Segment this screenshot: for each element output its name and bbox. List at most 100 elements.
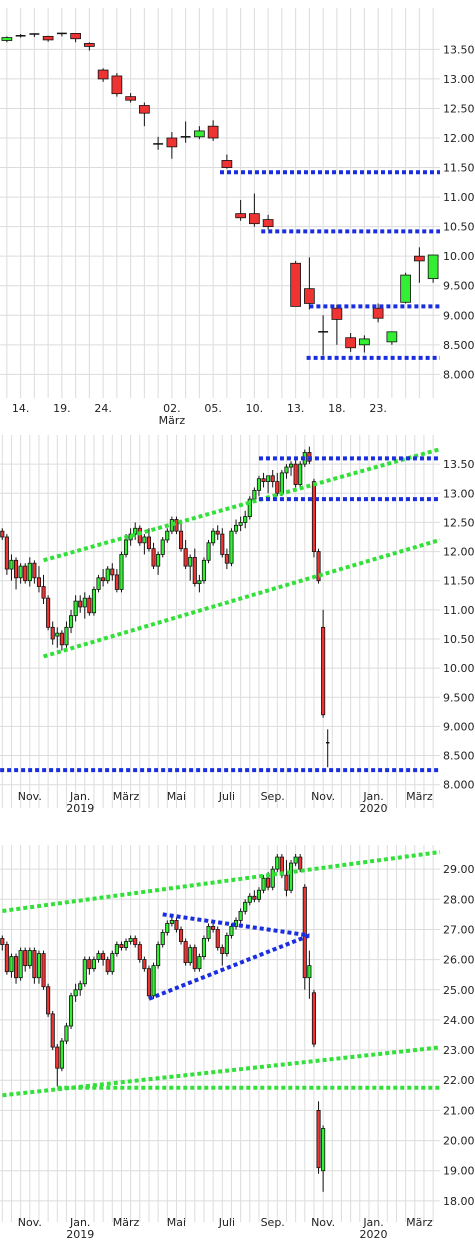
y-tick-label: 8.500 xyxy=(443,339,475,352)
candle xyxy=(114,941,119,957)
candle xyxy=(318,315,329,356)
weekly-candlestick-chart: 13.500 13.000 12.500 12.000 11.500 11.000 10.5… xyxy=(0,435,475,815)
candle xyxy=(359,335,370,353)
candle xyxy=(73,595,78,622)
candle xyxy=(114,569,119,593)
candle xyxy=(316,548,321,584)
candle xyxy=(311,478,317,558)
candle xyxy=(211,528,216,546)
y-tick-label: 12.500 xyxy=(443,102,475,115)
y-tick-label: 26.000 xyxy=(443,954,475,967)
candle xyxy=(311,989,317,1048)
x-tick-label: Jan. xyxy=(69,790,90,803)
candle xyxy=(151,962,156,999)
candle xyxy=(326,729,330,768)
x-tick-label: 02. xyxy=(163,402,181,415)
candle xyxy=(243,510,248,529)
candle xyxy=(221,154,233,169)
candle xyxy=(345,333,356,352)
candle xyxy=(229,528,234,567)
candle xyxy=(247,496,252,520)
x-tick-label: Mai xyxy=(167,790,186,803)
candle xyxy=(372,303,384,323)
candle xyxy=(174,917,179,933)
candle xyxy=(82,956,87,987)
candle xyxy=(414,247,425,283)
y-tick-label: 9.000 xyxy=(443,309,475,322)
candle xyxy=(201,935,207,960)
x-tick-sublabel: 2019 xyxy=(66,1228,94,1241)
candle xyxy=(293,854,298,867)
candle xyxy=(238,516,243,532)
candle xyxy=(23,947,28,972)
x-tick-sublabel: 2019 xyxy=(66,802,94,815)
y-tick-label: 10.000 xyxy=(443,250,475,263)
candle xyxy=(119,941,124,951)
y-tick-label: 13.000 xyxy=(443,73,475,86)
y-tick-label: 24.000 xyxy=(443,1014,475,1027)
candle xyxy=(252,890,257,903)
y-tick-label: 10.000 xyxy=(443,662,475,675)
y-tick-label: 8.000 xyxy=(443,368,475,381)
x-tick-label: März xyxy=(113,790,140,803)
candle xyxy=(0,935,5,951)
candle xyxy=(206,539,211,564)
candle xyxy=(18,947,23,981)
candle xyxy=(275,472,280,497)
candle xyxy=(151,542,156,570)
candle xyxy=(165,920,170,936)
candle xyxy=(166,132,178,159)
candle xyxy=(400,272,411,304)
x-tick-label: Nov. xyxy=(311,1216,335,1229)
candle xyxy=(224,548,229,570)
x-tick-label: 10. xyxy=(246,402,264,415)
candle xyxy=(68,992,74,1029)
candle xyxy=(235,200,246,221)
candle xyxy=(290,260,301,307)
candle xyxy=(105,566,110,584)
candle xyxy=(194,126,205,140)
candle xyxy=(178,926,184,945)
candle xyxy=(261,472,266,488)
candle xyxy=(68,609,74,634)
y-tick-label: 28.000 xyxy=(443,893,475,906)
x-tick-label: Jan. xyxy=(69,1216,90,1229)
candle xyxy=(41,950,46,990)
candle xyxy=(307,950,312,999)
candle xyxy=(293,458,298,488)
candle xyxy=(137,941,142,963)
candle xyxy=(13,557,19,590)
candle xyxy=(386,331,398,345)
candle xyxy=(91,586,97,616)
candle xyxy=(18,563,23,584)
y-tick-label: 11.000 xyxy=(443,191,475,204)
trend-line-green xyxy=(43,447,441,563)
x-tick-label: 23. xyxy=(369,402,387,415)
y-tick-label: 20.000 xyxy=(443,1135,475,1148)
candle xyxy=(192,944,197,972)
x-tick-label: Sep. xyxy=(261,1216,285,1229)
candle xyxy=(302,884,307,990)
candle xyxy=(215,926,220,951)
candle xyxy=(256,887,262,903)
y-tick-label: 11.500 xyxy=(443,575,475,588)
candle xyxy=(238,908,243,924)
candle xyxy=(119,551,124,593)
candle xyxy=(270,469,275,488)
candle xyxy=(321,1125,326,1192)
candle xyxy=(50,621,55,645)
y-tick-label: 8.500 xyxy=(443,750,475,763)
candle xyxy=(56,32,67,37)
y-tick-label: 11.500 xyxy=(443,162,475,175)
x-tick-label: März xyxy=(113,1216,140,1229)
candle xyxy=(96,574,101,593)
candle xyxy=(261,875,266,894)
x-tick-label: 13. xyxy=(287,402,305,415)
candle xyxy=(224,932,229,957)
y-tick-label: 13.500 xyxy=(443,43,475,56)
candle xyxy=(427,254,439,283)
candle xyxy=(188,944,193,966)
candle xyxy=(97,68,109,82)
candle xyxy=(316,1101,321,1174)
